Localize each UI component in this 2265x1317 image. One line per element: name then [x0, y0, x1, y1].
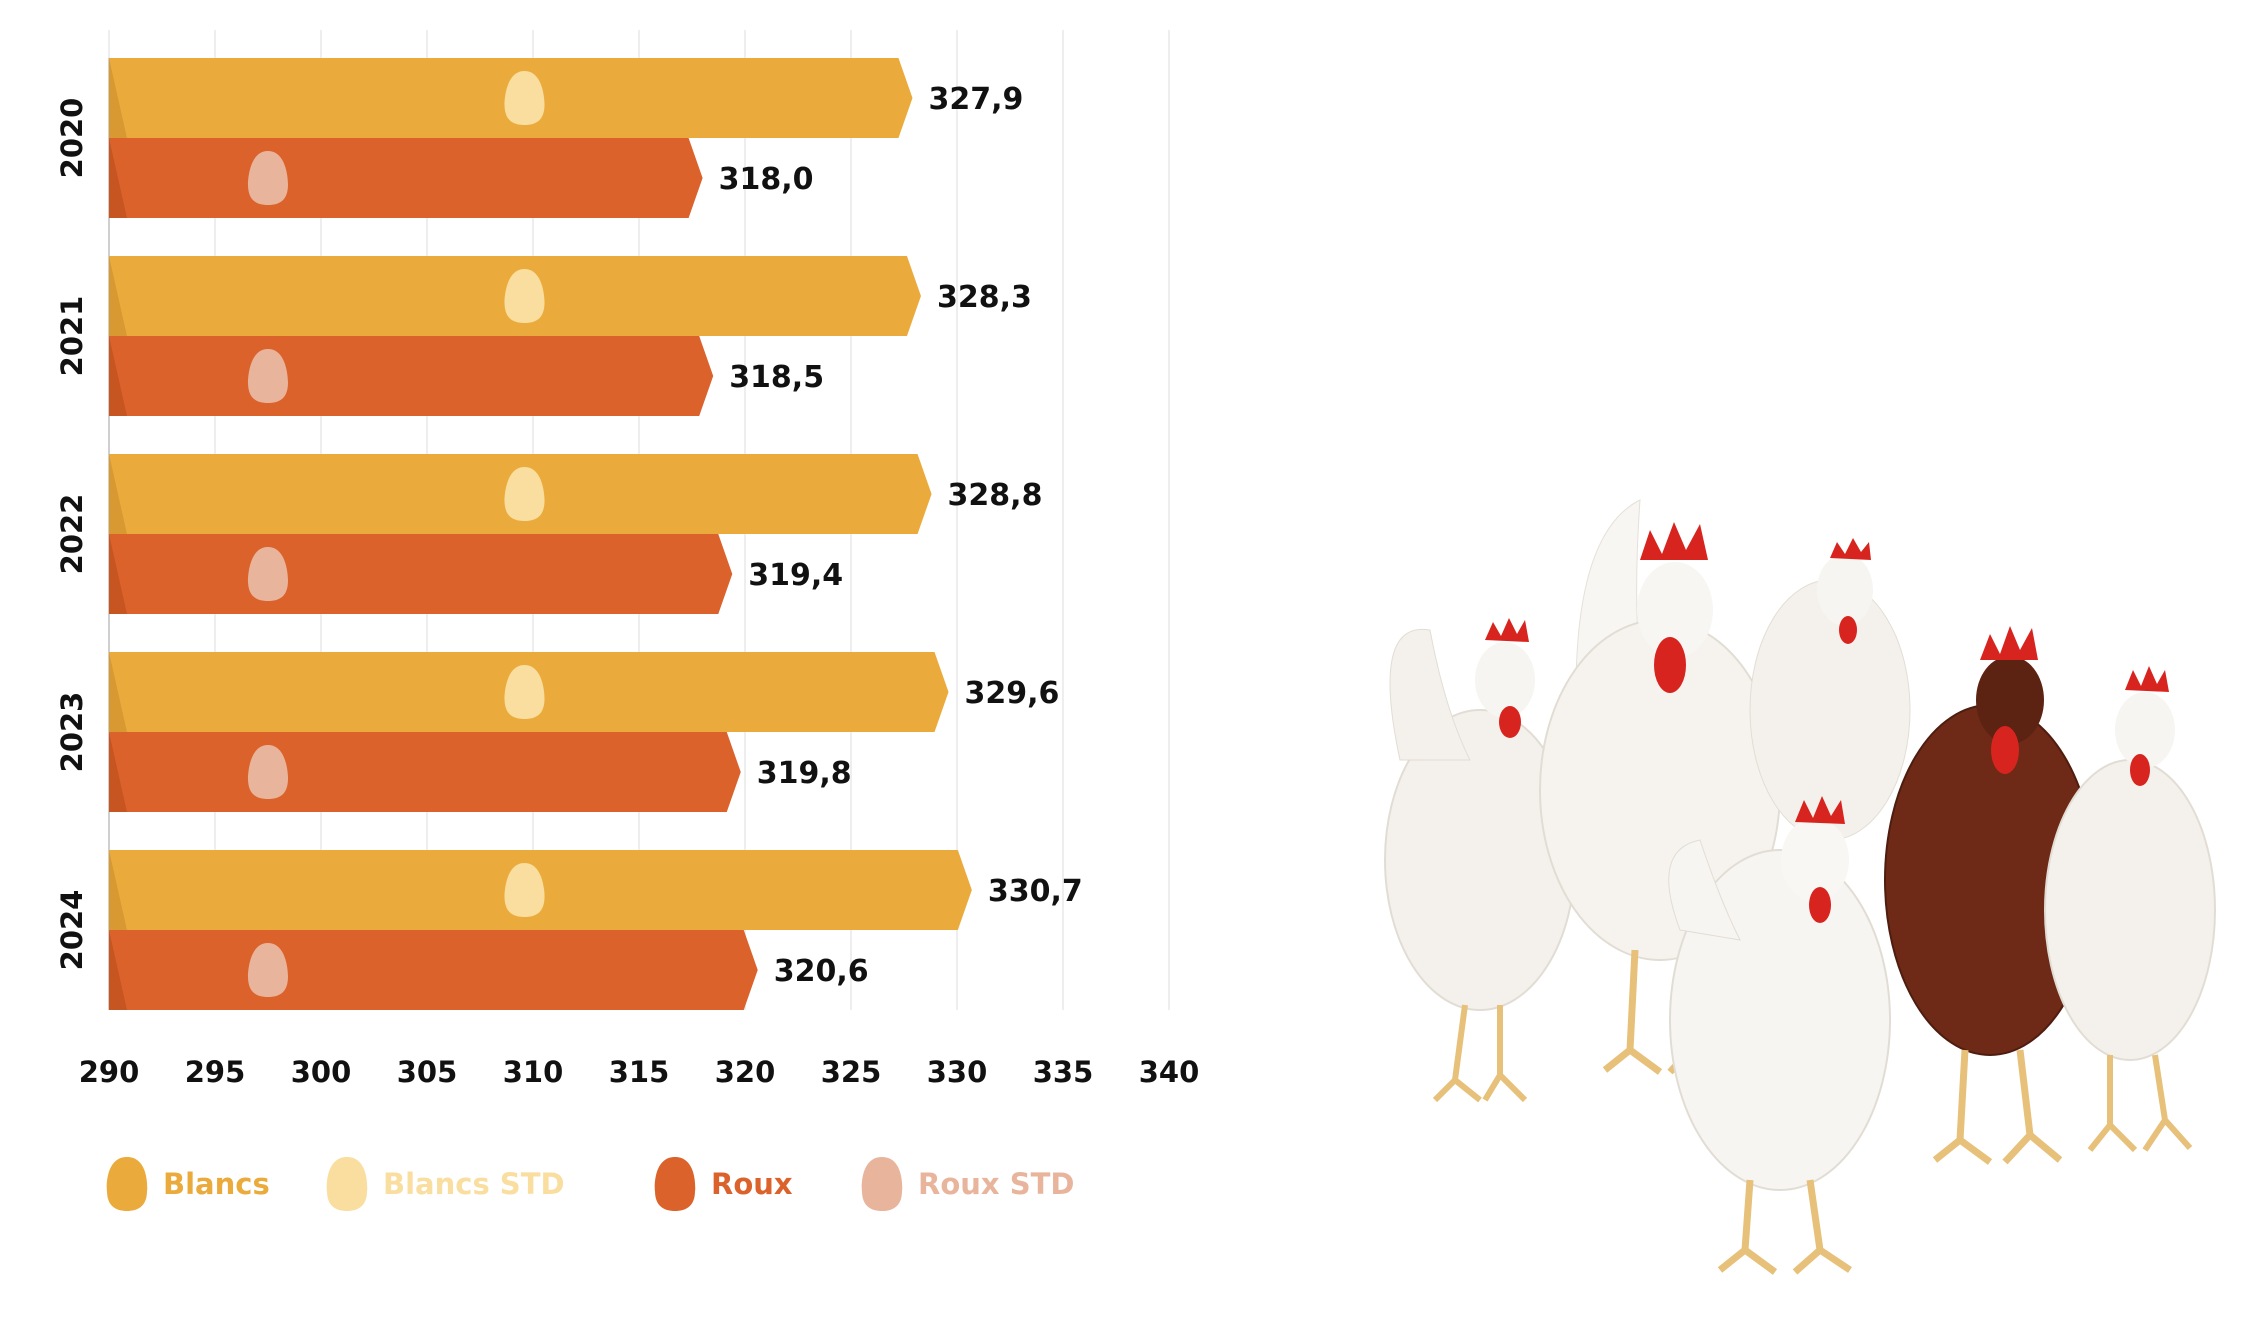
roux-std-egg-icon: [247, 745, 289, 799]
legend-label: Blancs: [163, 1167, 270, 1201]
egg-icon: [861, 1157, 903, 1211]
egg-icon: [326, 1157, 368, 1211]
bar-edge: [109, 138, 127, 218]
legend-roux-std: Roux STD: [860, 1152, 1074, 1216]
brown-hen: [1884, 626, 2096, 1165]
blancs-std-egg-icon: [504, 467, 545, 521]
roux-std-egg-icon: [247, 943, 289, 997]
year-label: 2023: [55, 692, 89, 773]
x-tick-label: 330: [927, 1055, 988, 1089]
blancs-std-egg-icon: [504, 269, 545, 323]
bar-roux: [109, 732, 741, 812]
legend-label: Blancs STD: [383, 1167, 565, 1201]
bar-roux: [109, 930, 758, 1010]
x-tick-label: 335: [1033, 1055, 1094, 1089]
bar-edge: [109, 256, 127, 336]
x-tick-label: 320: [715, 1055, 776, 1089]
white-hen-front: [1668, 796, 1891, 1275]
roux-std-egg-icon: [247, 349, 289, 403]
bar-roux: [109, 534, 733, 614]
blancs-std-egg-icon: [504, 71, 545, 125]
year-label: 2022: [55, 494, 89, 575]
bar-edge: [109, 58, 127, 138]
x-tick-label: 315: [609, 1055, 670, 1089]
blancs-std-egg-icon: [504, 863, 545, 917]
year-label: 2020: [55, 98, 89, 179]
roux-std-egg-icon: [247, 151, 289, 205]
x-tick-label: 295: [185, 1055, 246, 1089]
x-tick-label: 290: [79, 1055, 140, 1089]
value-label: 328,3: [937, 280, 1032, 315]
egg-shape: [106, 1157, 148, 1211]
bar-edge: [109, 850, 127, 930]
blancs-std-egg-icon: [504, 665, 545, 719]
x-tick-label: 305: [397, 1055, 458, 1089]
legend-blancs: Blancs: [105, 1152, 270, 1216]
value-label: 327,9: [928, 82, 1023, 117]
legend-blancs-std: Blancs STD: [325, 1152, 565, 1216]
bar-edge: [109, 732, 127, 812]
egg-shape: [654, 1157, 696, 1211]
bar-edge: [109, 454, 127, 534]
legend-label: Roux: [711, 1167, 793, 1201]
value-label: 330,7: [988, 874, 1083, 909]
legend-roux: Roux: [653, 1152, 793, 1216]
white-hen-right: [2044, 666, 2216, 1153]
year-label: 2021: [55, 296, 89, 377]
x-tick-label: 340: [1139, 1055, 1200, 1089]
white-rooster: [1539, 499, 1781, 1075]
egg-icon: [654, 1157, 696, 1211]
bar-roux: [109, 138, 703, 218]
value-label: 320,6: [774, 954, 869, 989]
bar-chart: 290 295 300 305 310 315 320 325 330 335 340 2020 327…: [55, 30, 1200, 1089]
year-label: 2024: [55, 890, 89, 971]
bar-roux: [109, 336, 714, 416]
value-label: 319,8: [757, 756, 852, 791]
white-hen-left: [1384, 618, 1576, 1103]
bar-edge: [109, 534, 127, 614]
value-label: 319,4: [748, 558, 843, 593]
legend-label: Roux STD: [918, 1167, 1075, 1201]
x-tick-label: 310: [503, 1055, 564, 1089]
x-tick-label: 325: [821, 1055, 882, 1089]
egg-icon: [106, 1157, 148, 1211]
bar-edge: [109, 652, 127, 732]
white-hen-back: [1749, 538, 1911, 841]
value-label: 329,6: [965, 676, 1060, 711]
roux-std-egg-icon: [247, 547, 289, 601]
value-label: 318,0: [719, 162, 814, 197]
chickens-illustration: [1350, 460, 2230, 1300]
chart: 290 295 300 305 310 315 320 325 330 335 340 2020 327…: [55, 30, 1205, 1222]
x-tick-label: 300: [291, 1055, 352, 1089]
value-label: 328,8: [948, 478, 1043, 513]
value-label: 318,5: [729, 360, 824, 395]
bar-edge: [109, 336, 127, 416]
egg-shape: [861, 1157, 903, 1211]
bar-edge: [109, 930, 127, 1010]
egg-shape: [326, 1157, 368, 1211]
legend: Blancs Blancs STD Roux Roux STD: [105, 1152, 1205, 1222]
